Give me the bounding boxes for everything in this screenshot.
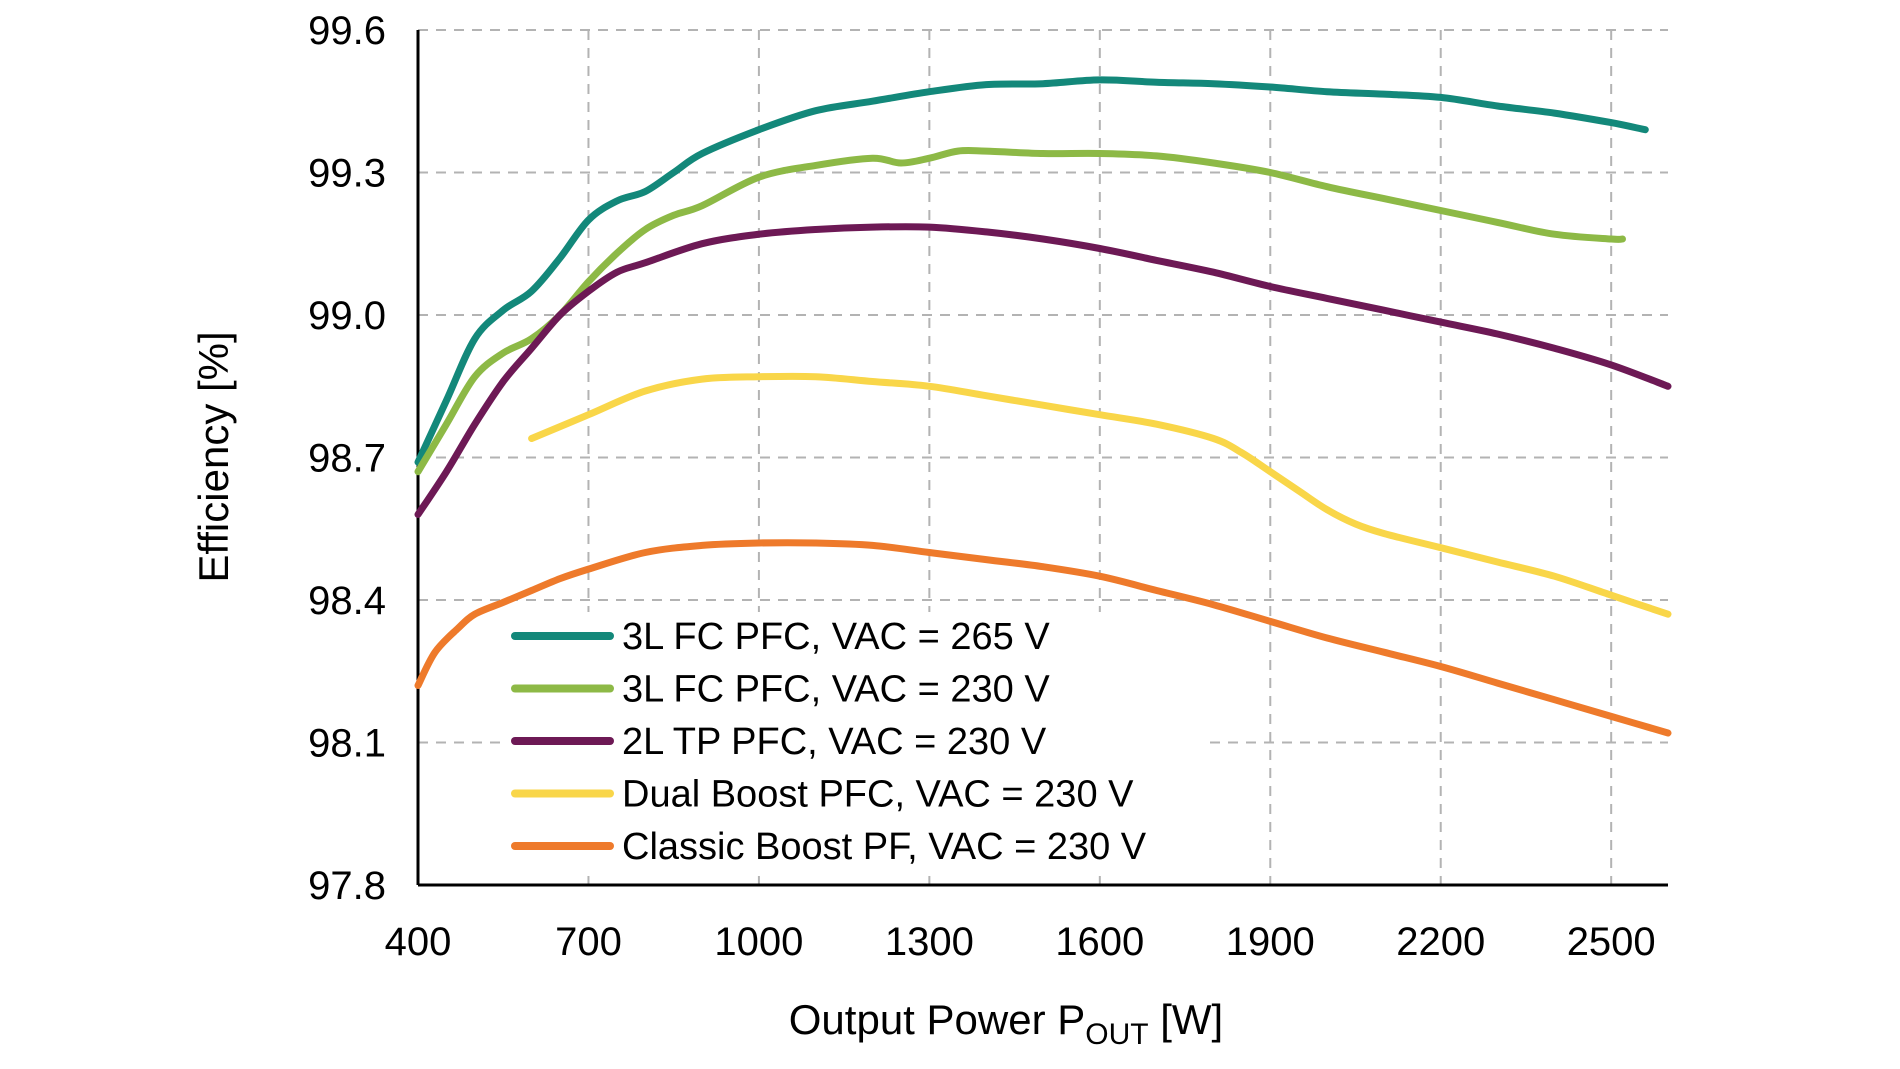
legend-label-2: 3L FC PFC, VAC = 230 V [622,669,1050,711]
y-tick-label: 99.6 [308,9,386,53]
x-tick-label: 1600 [1055,920,1144,964]
y-tick-label: 98.4 [308,579,386,623]
x-axis-title-subscript: OUT [1085,1018,1148,1051]
legend: 3L FC PFC, VAC = 265 V 3L FC PFC, VAC = 2… [505,612,1205,874]
series-line-2 [414,146,1626,476]
x-tick-label: 1000 [714,920,803,964]
x-tick-label: 700 [555,920,622,964]
x-axis-title-main: Output Power P [789,996,1085,1043]
series-line-1 [414,76,1649,466]
x-tick-label: 1900 [1226,920,1315,964]
legend-label-3: 2L TP PFC, VAC = 230 V [622,721,1047,763]
x-tick-label: 400 [385,920,452,964]
series-lines [414,76,1672,737]
legend-label-4: Dual Boost PFC, VAC = 230 V [622,774,1134,816]
series-line-3 [414,223,1672,518]
series-line-5 [414,539,1672,737]
x-tick-label: 2200 [1396,920,1485,964]
legend-label-1: 3L FC PFC, VAC = 265 V [622,616,1050,658]
tick-labels: 97.8 98.1 98.4 98.7 99.0 99.3 99.6 400 700 1000 13… [308,9,1656,964]
x-axis-title: Output Power POUT [W] [789,996,1223,1051]
series-line-4 [528,372,1672,618]
y-tick-label: 99.0 [308,294,386,338]
legend-label-5: Classic Boost PF, VAC = 230 V [622,826,1147,868]
legend-background [505,612,1205,874]
y-tick-label: 98.7 [308,437,386,481]
y-tick-label: 99.3 [308,152,386,196]
x-axis-title-unit: [W] [1149,996,1224,1043]
y-tick-label: 98.1 [308,722,386,766]
x-tick-label: 2500 [1567,920,1656,964]
x-tick-label: 1300 [885,920,974,964]
y-axis-title: Efficiency [%] [190,331,237,582]
y-tick-label: 97.8 [308,864,386,908]
